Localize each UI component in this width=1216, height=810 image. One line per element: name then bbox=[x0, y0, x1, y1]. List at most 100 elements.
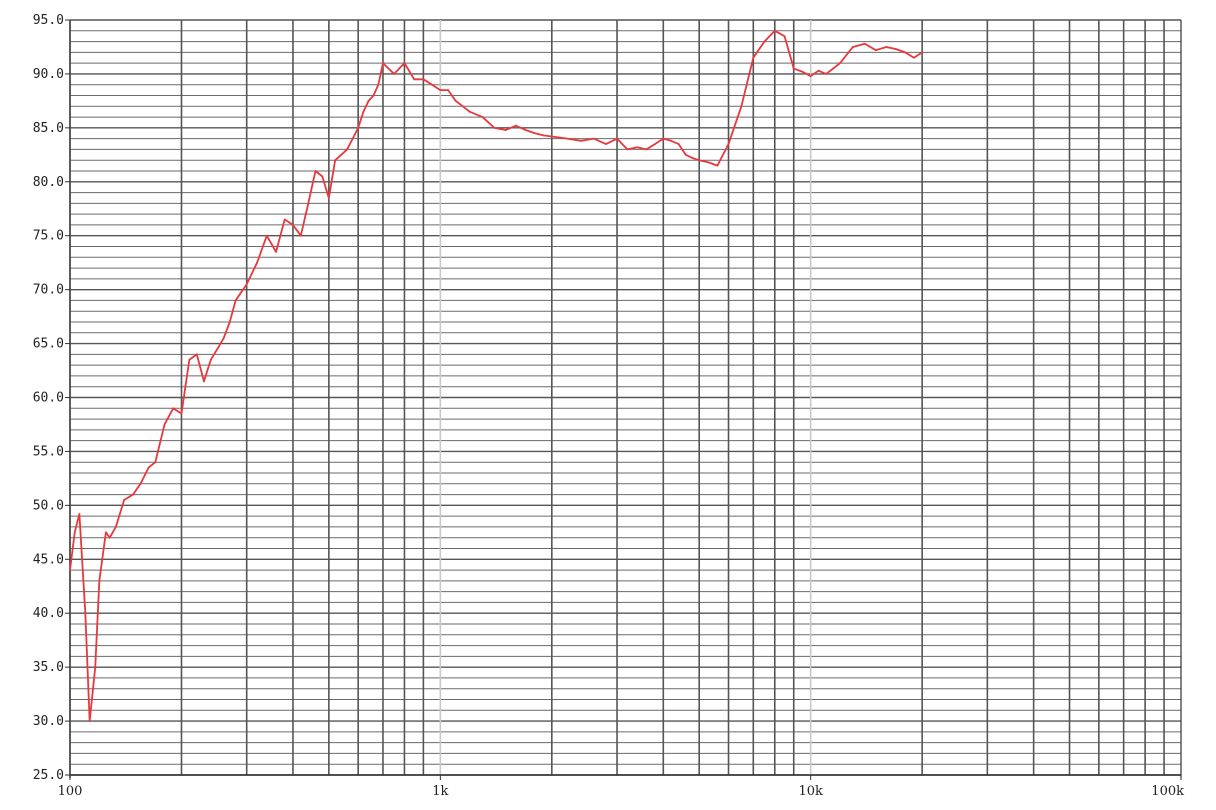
data-point bbox=[863, 42, 866, 45]
data-point bbox=[245, 283, 248, 286]
data-point bbox=[493, 126, 496, 129]
data-point bbox=[382, 62, 384, 65]
data-point bbox=[292, 224, 294, 226]
y-tick-label: 75.0 bbox=[33, 229, 64, 244]
data-point bbox=[461, 105, 464, 108]
axes bbox=[69, 20, 1182, 778]
data-point bbox=[314, 170, 317, 172]
y-tick-label: 60.0 bbox=[33, 391, 64, 406]
data-point bbox=[154, 461, 157, 464]
data-point bbox=[327, 197, 330, 199]
data-point bbox=[580, 139, 583, 142]
y-tick-label: 35.0 bbox=[33, 660, 64, 675]
data-point bbox=[698, 159, 701, 162]
data-point bbox=[684, 153, 687, 156]
x-tick-label: 100k bbox=[1151, 784, 1184, 799]
data-point bbox=[707, 161, 710, 164]
data-point bbox=[216, 348, 219, 350]
x-tick-label: 10k bbox=[798, 784, 823, 799]
data-point bbox=[307, 202, 310, 205]
data-point bbox=[299, 234, 302, 237]
data-point bbox=[504, 129, 507, 131]
data-point bbox=[362, 110, 365, 113]
data-point bbox=[265, 234, 268, 237]
y-tick-label: 45.0 bbox=[33, 552, 64, 567]
y-tick-labels: 95.0 90.0 85.0 80.0 75.0 70.0 65.0 60.0 55.0 50.0… bbox=[33, 13, 70, 783]
data-point bbox=[670, 139, 673, 142]
data-point bbox=[172, 407, 175, 410]
data-point bbox=[817, 69, 820, 72]
data-point bbox=[372, 94, 375, 97]
data-point bbox=[616, 137, 618, 140]
data-point bbox=[605, 143, 607, 145]
y-tick-label: 25.0 bbox=[33, 768, 64, 783]
y-tick-label: 50.0 bbox=[33, 498, 64, 513]
data-point bbox=[542, 134, 545, 137]
data-point bbox=[188, 358, 191, 361]
data-point bbox=[593, 137, 595, 140]
data-point bbox=[801, 70, 804, 73]
data-point bbox=[636, 146, 639, 149]
data-point bbox=[904, 51, 907, 54]
data-point bbox=[515, 124, 517, 127]
x-tick-label: 100 bbox=[58, 784, 83, 799]
y-tick-label: 65.0 bbox=[33, 337, 64, 352]
data-point bbox=[447, 89, 450, 92]
data-point bbox=[98, 579, 101, 582]
data-point bbox=[825, 73, 827, 75]
data-point bbox=[132, 493, 134, 496]
data-point bbox=[340, 153, 343, 156]
data-point bbox=[832, 67, 835, 70]
data-point bbox=[851, 46, 854, 48]
data-point bbox=[275, 250, 277, 253]
data-point bbox=[393, 73, 395, 75]
x-tick-label: 1k bbox=[432, 784, 448, 799]
data-point bbox=[94, 666, 97, 669]
data-point bbox=[123, 499, 126, 501]
series-group bbox=[69, 29, 924, 722]
data-point bbox=[524, 129, 527, 131]
data-point bbox=[78, 513, 81, 515]
data-point bbox=[73, 531, 76, 534]
data-point bbox=[357, 126, 360, 129]
data-point bbox=[773, 29, 776, 32]
data-point bbox=[108, 536, 111, 539]
data-point bbox=[228, 321, 231, 323]
data-point bbox=[69, 569, 71, 571]
data-point bbox=[677, 143, 680, 145]
data-point bbox=[566, 137, 569, 140]
data-point bbox=[654, 143, 656, 145]
data-point bbox=[645, 148, 648, 151]
data-point bbox=[727, 143, 730, 145]
data-point bbox=[550, 135, 553, 138]
data-point bbox=[203, 380, 205, 383]
data-point bbox=[895, 48, 897, 51]
data-point bbox=[481, 116, 484, 118]
data-point bbox=[195, 353, 198, 356]
data-point bbox=[921, 51, 924, 54]
data-point bbox=[147, 466, 150, 469]
data-point bbox=[256, 261, 258, 264]
data-point bbox=[367, 99, 370, 102]
y-tick-label: 40.0 bbox=[33, 606, 64, 621]
data-point bbox=[454, 99, 457, 102]
y-tick-label: 30.0 bbox=[33, 714, 64, 729]
data-point bbox=[783, 35, 786, 38]
data-point bbox=[180, 412, 183, 415]
y-tick-label: 70.0 bbox=[33, 283, 64, 298]
data-point bbox=[163, 423, 166, 426]
data-point bbox=[792, 67, 795, 70]
data-point bbox=[885, 46, 888, 48]
data-point bbox=[88, 720, 91, 722]
y-tick-label: 95.0 bbox=[33, 13, 64, 28]
data-point bbox=[874, 49, 877, 52]
data-point bbox=[104, 531, 107, 534]
data-point bbox=[809, 75, 812, 77]
data-point bbox=[431, 83, 433, 86]
data-point bbox=[740, 105, 743, 108]
data-point bbox=[377, 83, 380, 86]
data-point bbox=[351, 137, 354, 140]
data-point bbox=[839, 62, 841, 65]
data-point bbox=[626, 148, 629, 151]
